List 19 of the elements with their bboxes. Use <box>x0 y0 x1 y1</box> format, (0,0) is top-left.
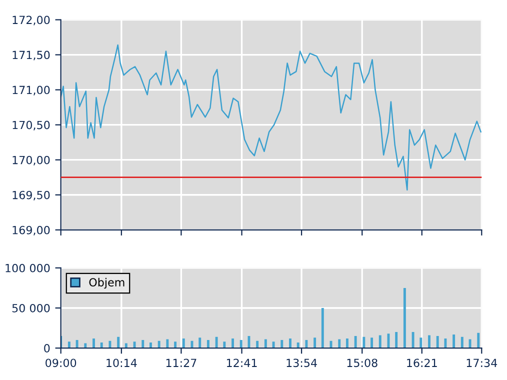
y-tick-label: 169,00 <box>12 226 50 236</box>
x-tick-label: 11:27 <box>166 358 196 367</box>
y-tick-label: 170,50 <box>12 120 50 130</box>
y-tick-label: 0 <box>44 344 50 352</box>
y-tick-label: 171,50 <box>12 50 50 60</box>
x-tick-label: 17:34 <box>466 358 498 368</box>
x-tick-label: 16:21 <box>407 358 437 368</box>
x-tick-label: 12:41 <box>226 358 257 367</box>
y-tick-label: 169,50 <box>12 190 50 200</box>
x-tick-label: 09:00 <box>46 358 76 368</box>
y-tick-label: 100 000 <box>6 264 50 272</box>
x-tick-label: 15:08 <box>347 358 378 368</box>
x-tick-label: 10:14 <box>106 358 137 368</box>
y-tick-label: 172,00 <box>12 16 50 26</box>
legend-label: Objem <box>89 278 124 289</box>
y-tick-label: 171,00 <box>12 86 50 96</box>
y-tick-label: 50 000 <box>12 304 50 312</box>
x-tick-label: 13:54 <box>286 358 317 368</box>
y-tick-label: 170,00 <box>12 156 50 166</box>
